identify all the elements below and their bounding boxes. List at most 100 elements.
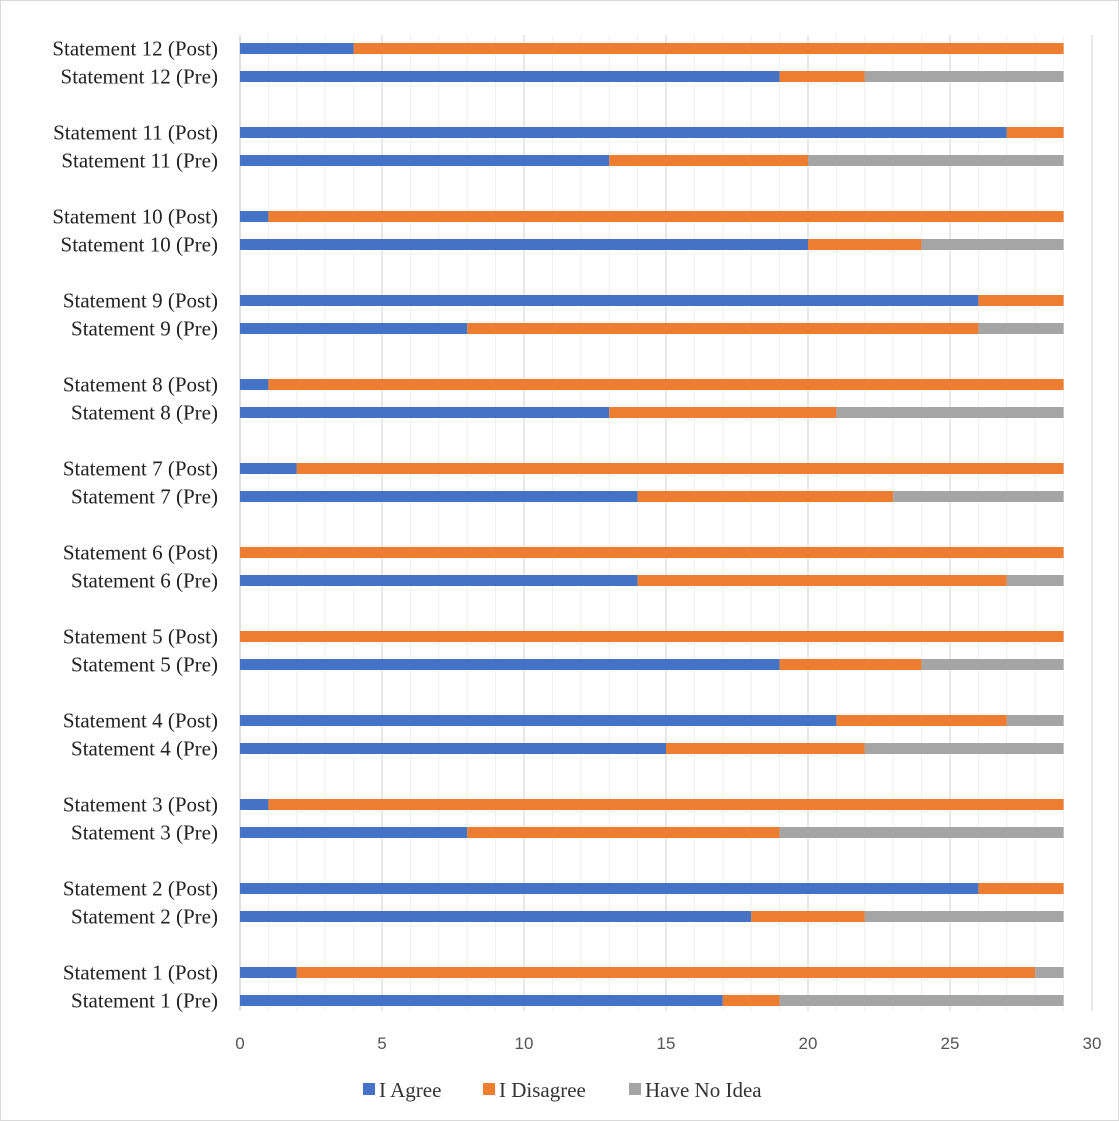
bar-segment-no-idea — [1035, 967, 1064, 978]
legend-item: I Disagree — [483, 1078, 586, 1102]
category-label: Statement 8 (Pre) — [71, 401, 218, 425]
category-label: Statement 2 (Pre) — [71, 905, 218, 929]
category-label: Statement 9 (Pre) — [71, 317, 218, 341]
bar-segment-no-idea — [921, 239, 1064, 250]
bar-segment-disagree — [637, 575, 1007, 586]
bar-segment-agree — [240, 575, 638, 586]
category-label: Statement 7 (Post) — [63, 457, 218, 481]
bar-segment-disagree — [296, 463, 1064, 474]
legend-label: Have No Idea — [645, 1078, 762, 1102]
bars — [240, 43, 1064, 1006]
category-label: Statement 12 (Pre) — [61, 65, 218, 89]
bar-segment-agree — [240, 715, 837, 726]
x-axis-ticks: 0 5 10 15 20 25 30 — [235, 1034, 1101, 1053]
legend-item: I Agree — [363, 1078, 441, 1102]
category-label: Statement 1 (Post) — [63, 961, 218, 985]
category-label: Statement 6 (Post) — [63, 541, 218, 565]
legend-label: I Disagree — [499, 1078, 586, 1102]
bar-segment-no-idea — [808, 155, 1064, 166]
bar-segment-disagree — [637, 491, 894, 502]
bar-segment-agree — [240, 43, 354, 54]
category-label: Statement 2 (Post) — [63, 877, 218, 901]
x-tick-label: 10 — [515, 1034, 534, 1053]
legend-swatch — [363, 1083, 375, 1095]
bar-segment-disagree — [722, 995, 780, 1006]
bar-segment-agree — [240, 239, 808, 250]
bar-segment-disagree — [836, 715, 1007, 726]
bar-segment-agree — [240, 323, 468, 334]
bar-segment-no-idea — [779, 995, 1064, 1006]
bar-segment-disagree — [978, 883, 1064, 894]
category-label: Statement 5 (Pre) — [71, 653, 218, 677]
bar-segment-agree — [240, 127, 1007, 138]
bar-segment-agree — [240, 743, 666, 754]
category-label: Statement 11 (Post) — [53, 121, 218, 145]
gridlines — [239, 35, 1093, 1011]
bar-segment-agree — [240, 995, 723, 1006]
bar-segment-disagree — [467, 323, 979, 334]
legend: I Agree I Disagree Have No Idea — [363, 1078, 762, 1102]
legend-label: I Agree — [379, 1078, 441, 1102]
category-label: Statement 9 (Post) — [63, 289, 218, 313]
bar-segment-agree — [240, 211, 269, 222]
x-tick-label: 0 — [235, 1034, 244, 1053]
bar-segment-agree — [240, 911, 752, 922]
category-label: Statement 4 (Post) — [63, 709, 218, 733]
bar-segment-agree — [240, 827, 468, 838]
bar-segment-no-idea — [779, 827, 1064, 838]
category-label: Statement 1 (Pre) — [71, 989, 218, 1013]
bar-segment-disagree — [978, 295, 1064, 306]
bar-segment-disagree — [268, 379, 1064, 390]
bar-segment-disagree — [779, 71, 865, 82]
bar-segment-disagree — [609, 407, 837, 418]
bar-segment-no-idea — [836, 407, 1064, 418]
bar-segment-disagree — [666, 743, 865, 754]
bar-segment-disagree — [1006, 127, 1064, 138]
category-label: Statement 8 (Post) — [63, 373, 218, 397]
bar-segment-no-idea — [921, 659, 1064, 670]
bar-segment-agree — [240, 463, 297, 474]
category-label: Statement 6 (Pre) — [71, 569, 218, 593]
bar-segment-agree — [240, 379, 269, 390]
bar-segment-disagree — [353, 43, 1064, 54]
bar-segment-no-idea — [1006, 575, 1064, 586]
bar-segment-disagree — [240, 547, 1064, 558]
category-label: Statement 4 (Pre) — [71, 737, 218, 761]
bar-segment-disagree — [751, 911, 865, 922]
bar-segment-disagree — [467, 827, 780, 838]
bar-segment-agree — [240, 155, 610, 166]
bar-segment-disagree — [808, 239, 922, 250]
x-tick-label: 5 — [377, 1034, 386, 1053]
legend-swatch — [629, 1083, 641, 1095]
x-tick-label: 30 — [1083, 1034, 1102, 1053]
bar-segment-disagree — [609, 155, 808, 166]
bar-segment-disagree — [268, 799, 1064, 810]
category-label: Statement 7 (Pre) — [71, 485, 218, 509]
category-label: Statement 5 (Post) — [63, 625, 218, 649]
category-labels: Statement 12 (Post) Statement 12 (Pre) Sta… — [52, 37, 218, 1013]
x-tick-label: 20 — [799, 1034, 818, 1053]
bar-segment-agree — [240, 659, 780, 670]
bar-segment-no-idea — [864, 71, 1064, 82]
bar-segment-agree — [240, 295, 979, 306]
legend-swatch — [483, 1083, 495, 1095]
bar-segment-no-idea — [978, 323, 1064, 334]
bar-segment-disagree — [779, 659, 922, 670]
category-label: Statement 10 (Pre) — [61, 233, 218, 257]
bar-segment-disagree — [296, 967, 1036, 978]
bar-segment-agree — [240, 967, 297, 978]
bar-segment-disagree — [268, 211, 1064, 222]
bar-segment-disagree — [240, 631, 1064, 642]
category-label: Statement 10 (Post) — [52, 205, 218, 229]
x-tick-label: 15 — [657, 1034, 676, 1053]
bar-segment-agree — [240, 407, 610, 418]
bar-segment-no-idea — [864, 743, 1064, 754]
bar-segment-no-idea — [1006, 715, 1064, 726]
x-tick-label: 25 — [941, 1034, 960, 1053]
bar-segment-no-idea — [893, 491, 1064, 502]
category-label: Statement 3 (Post) — [63, 793, 218, 817]
category-label: Statement 12 (Post) — [52, 37, 218, 61]
bar-segment-agree — [240, 71, 780, 82]
